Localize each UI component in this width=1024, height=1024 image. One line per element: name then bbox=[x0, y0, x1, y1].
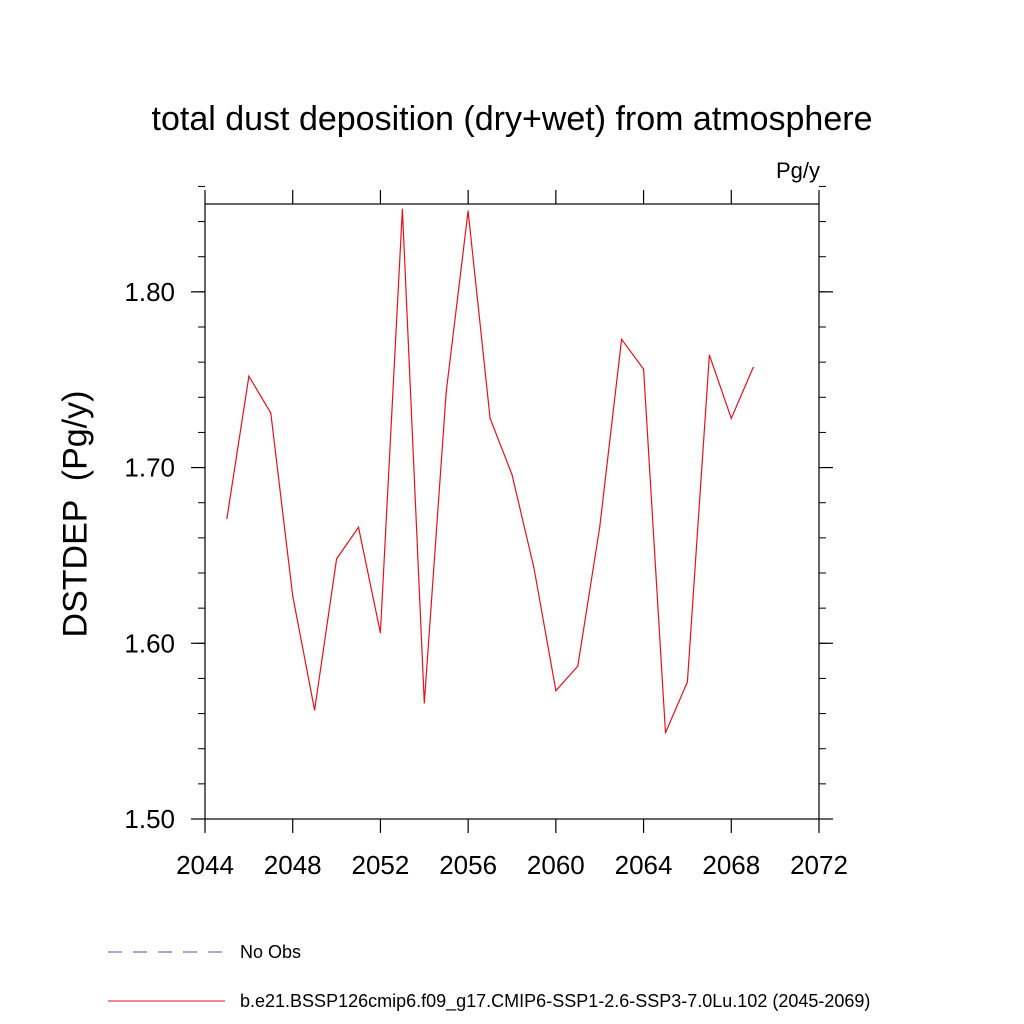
series-line bbox=[226, 209, 754, 734]
data-point bbox=[489, 417, 491, 419]
data-point bbox=[292, 595, 294, 597]
x-tick-label: 2072 bbox=[790, 850, 848, 880]
y-tick-label: 1.60 bbox=[124, 628, 175, 658]
chart-title: total dust deposition (dry+wet) from atm… bbox=[151, 100, 873, 138]
data-point bbox=[730, 417, 732, 419]
data-point bbox=[445, 391, 447, 393]
x-tick-label: 2048 bbox=[264, 850, 322, 880]
data-point bbox=[314, 709, 316, 711]
x-tick-label: 2060 bbox=[527, 850, 585, 880]
data-point bbox=[248, 375, 250, 377]
plot-frame bbox=[204, 203, 820, 820]
data-point bbox=[226, 517, 228, 520]
axis-ticks: 2044 2048 2052 2056 2060 2064 2068 2072 1.50 1.60… bbox=[124, 185, 848, 880]
legend-label-no-obs: No Obs bbox=[240, 942, 302, 962]
x-tick-label: 2044 bbox=[176, 850, 234, 880]
x-tick-label: 2056 bbox=[439, 850, 497, 880]
data-point bbox=[752, 366, 754, 369]
data-point bbox=[467, 210, 469, 212]
data-point bbox=[577, 665, 579, 667]
legend-label-model: b.e21.BSSP126cmip6.f09_g17.CMIP6-SSP1-2.… bbox=[240, 991, 871, 1011]
data-point bbox=[335, 558, 338, 560]
data-point bbox=[708, 354, 710, 356]
data-point bbox=[379, 632, 382, 634]
data-point bbox=[357, 526, 360, 528]
legend bbox=[108, 951, 225, 1002]
data-point bbox=[270, 412, 272, 414]
y-tick-label: 1.50 bbox=[124, 804, 175, 834]
data-point bbox=[642, 368, 645, 370]
series-lines bbox=[226, 208, 754, 734]
data-point bbox=[621, 338, 623, 340]
x-tick-label: 2064 bbox=[615, 850, 673, 880]
data-point bbox=[555, 690, 557, 692]
y-tick-label: 1.70 bbox=[124, 453, 175, 483]
x-tick-label: 2068 bbox=[702, 850, 760, 880]
data-point bbox=[664, 732, 667, 734]
x-tick-label: 2052 bbox=[352, 850, 410, 880]
data-point bbox=[686, 681, 689, 683]
y-axis-label: DSTDEP (Pg/y) bbox=[56, 390, 95, 638]
plot-border bbox=[204, 203, 820, 820]
data-point bbox=[511, 474, 513, 476]
data-point bbox=[401, 208, 403, 210]
y-tick-label: 1.80 bbox=[124, 277, 175, 307]
data-point bbox=[423, 702, 425, 704]
units-label: Pg/y bbox=[775, 158, 820, 183]
data-point bbox=[599, 526, 601, 528]
data-point bbox=[533, 567, 535, 569]
